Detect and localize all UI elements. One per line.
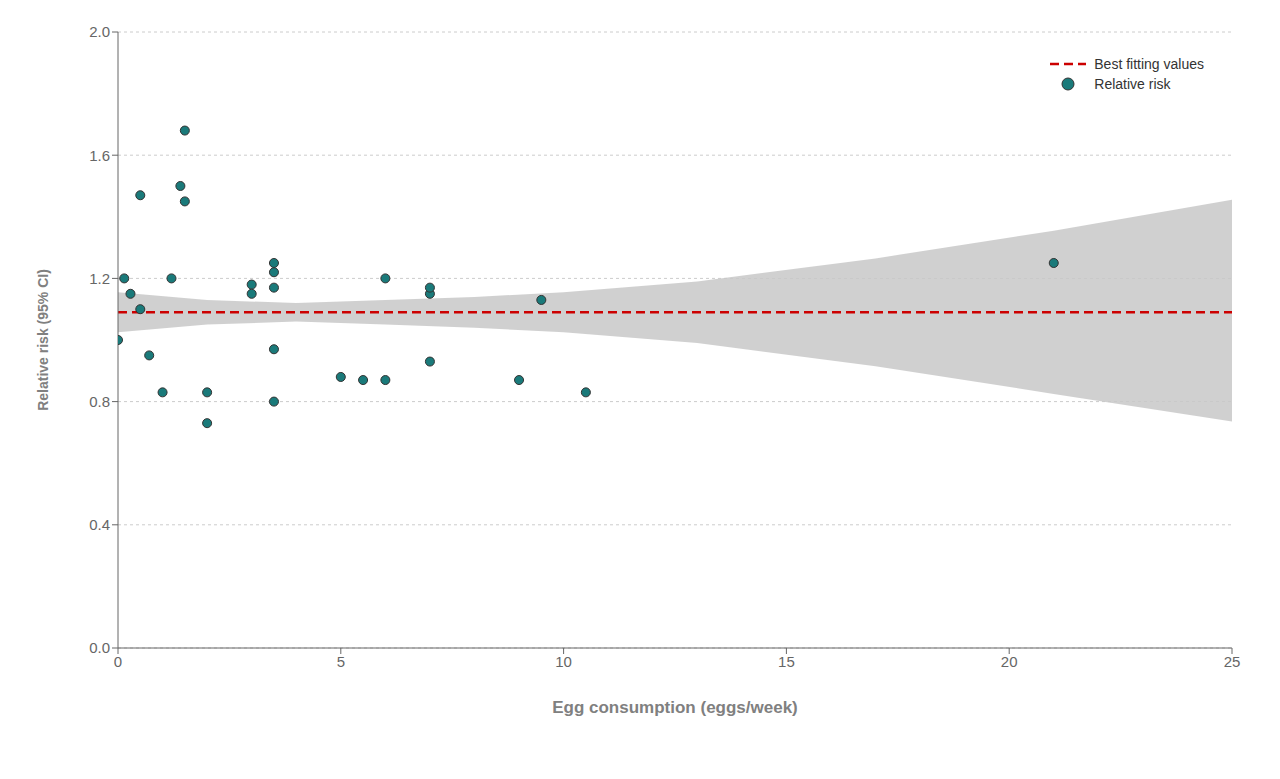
svg-text:25: 25 (1224, 653, 1241, 670)
html-text:Best fitting values: Best fitting values (1094, 56, 1204, 72)
svg-text:20: 20 (1001, 653, 1018, 670)
svg-text:1.2: 1.2 (89, 270, 110, 287)
svg-text:0.0: 0.0 (89, 639, 110, 656)
svg-text:15: 15 (778, 653, 795, 670)
svg-text:2.0: 2.0 (89, 23, 110, 40)
svg-text:10: 10 (555, 653, 572, 670)
svg-text:0.4: 0.4 (89, 516, 110, 533)
svg-text:Relative risk (95% CI): Relative risk (95% CI) (35, 269, 51, 411)
svg-text:0: 0 (114, 653, 122, 670)
svg-text:Egg consumption (eggs/week): Egg consumption (eggs/week) (552, 698, 798, 717)
svg-text:0.8: 0.8 (89, 393, 110, 410)
html-text:Relative risk: Relative risk (1094, 76, 1171, 92)
svg-text:5: 5 (337, 653, 345, 670)
svg-text:1.6: 1.6 (89, 147, 110, 164)
